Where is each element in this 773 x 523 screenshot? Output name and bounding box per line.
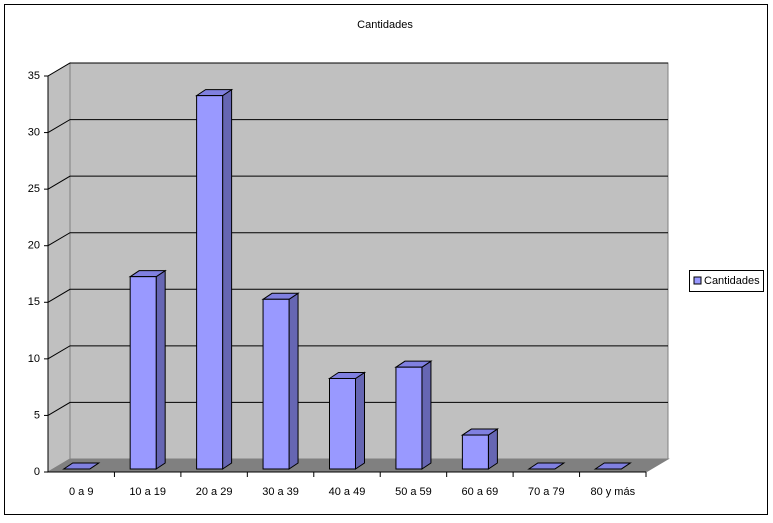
x-tick-label: 40 a 49 xyxy=(329,486,366,498)
bar-top xyxy=(527,462,566,470)
bar-side xyxy=(222,88,233,470)
bar xyxy=(460,428,500,470)
plot-area xyxy=(46,62,670,473)
bar xyxy=(593,462,632,470)
bar xyxy=(327,371,367,470)
bar-side xyxy=(487,428,498,470)
bar-side xyxy=(155,269,166,470)
bar-front xyxy=(196,95,224,470)
y-tick-label: 0 xyxy=(34,466,40,478)
bar-front xyxy=(262,298,290,470)
x-tick-label: 70 a 79 xyxy=(528,486,565,498)
x-tick-label: 30 a 39 xyxy=(262,486,299,498)
grid-line xyxy=(47,62,668,77)
y-tick-label: 30 xyxy=(28,126,40,138)
x-tick-label: 10 a 19 xyxy=(129,486,166,498)
y-tick-label: 5 xyxy=(34,409,40,421)
x-tick-label: 60 a 69 xyxy=(462,486,499,498)
bar-side xyxy=(421,360,432,470)
bar-side xyxy=(288,292,299,470)
bar-front xyxy=(329,377,356,470)
bar-front xyxy=(395,366,423,470)
bar-front xyxy=(461,434,489,470)
x-tick-label: 20 a 29 xyxy=(196,486,233,498)
chart-title: Cantidades xyxy=(357,19,413,31)
bar xyxy=(527,462,566,470)
bar-top xyxy=(593,462,632,470)
grid-line xyxy=(47,175,668,190)
bar xyxy=(394,360,433,470)
bar xyxy=(62,462,101,470)
grid-line xyxy=(47,232,668,247)
legend-label: Cantidades xyxy=(704,275,760,287)
grid-line xyxy=(47,401,668,416)
legend-swatch xyxy=(693,276,702,285)
y-tick-label: 15 xyxy=(28,296,40,308)
y-tick-label: 35 xyxy=(28,70,40,82)
legend-box xyxy=(689,270,764,292)
y-tick-label: 20 xyxy=(28,240,40,252)
y-tick-label: 25 xyxy=(28,183,40,195)
grid-line xyxy=(47,345,668,360)
bar-top xyxy=(62,462,101,470)
x-tick-label: 80 y más xyxy=(590,486,635,498)
y-tick-label: 10 xyxy=(28,353,40,365)
bar-front xyxy=(129,276,157,470)
x-tick-label: 0 a 9 xyxy=(69,486,93,498)
bar xyxy=(261,292,300,470)
x-tick-label: 50 a 59 xyxy=(395,486,432,498)
grid-line xyxy=(47,119,668,134)
grid-line xyxy=(47,288,668,303)
bar xyxy=(194,88,234,470)
bar-side xyxy=(355,371,365,470)
bar xyxy=(128,269,167,470)
side-wall xyxy=(47,62,71,473)
